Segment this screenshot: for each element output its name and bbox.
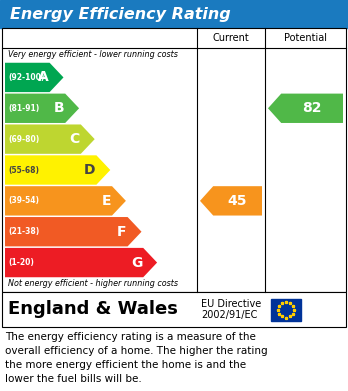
Text: 82: 82 xyxy=(302,101,322,115)
Text: Energy Efficiency Rating: Energy Efficiency Rating xyxy=(10,7,231,22)
Polygon shape xyxy=(268,93,343,123)
Text: Current: Current xyxy=(213,33,250,43)
Polygon shape xyxy=(200,186,262,215)
Text: 45: 45 xyxy=(228,194,247,208)
Bar xyxy=(2,28,346,292)
Text: C: C xyxy=(70,132,80,146)
Text: EU Directive: EU Directive xyxy=(201,299,261,308)
Polygon shape xyxy=(5,124,95,154)
Text: D: D xyxy=(84,163,95,177)
Bar xyxy=(271,298,301,321)
Polygon shape xyxy=(5,155,110,185)
Text: (55-68): (55-68) xyxy=(8,165,39,174)
Text: E: E xyxy=(102,194,111,208)
Text: F: F xyxy=(117,225,127,239)
Text: Potential: Potential xyxy=(284,33,327,43)
Text: (81-91): (81-91) xyxy=(8,104,39,113)
Text: The energy efficiency rating is a measure of the: The energy efficiency rating is a measur… xyxy=(5,332,256,342)
Text: overall efficiency of a home. The higher the rating: overall efficiency of a home. The higher… xyxy=(5,346,268,356)
Bar xyxy=(2,292,346,327)
Text: (1-20): (1-20) xyxy=(8,258,34,267)
Text: (39-54): (39-54) xyxy=(8,196,39,205)
Text: 2002/91/EC: 2002/91/EC xyxy=(201,310,258,321)
Text: (69-80): (69-80) xyxy=(8,135,39,143)
Text: England & Wales: England & Wales xyxy=(8,301,178,319)
Text: (21-38): (21-38) xyxy=(8,227,39,236)
Text: G: G xyxy=(131,256,142,269)
Polygon shape xyxy=(5,63,63,92)
Text: A: A xyxy=(38,70,49,84)
Polygon shape xyxy=(5,93,79,123)
Text: Very energy efficient - lower running costs: Very energy efficient - lower running co… xyxy=(8,50,178,59)
Text: B: B xyxy=(54,101,64,115)
Polygon shape xyxy=(5,186,126,215)
Text: (92-100): (92-100) xyxy=(8,73,45,82)
Bar xyxy=(0,0,348,28)
Polygon shape xyxy=(5,248,157,277)
Text: lower the fuel bills will be.: lower the fuel bills will be. xyxy=(5,374,142,384)
Polygon shape xyxy=(5,217,142,246)
Text: the more energy efficient the home is and the: the more energy efficient the home is an… xyxy=(5,360,246,370)
Text: Not energy efficient - higher running costs: Not energy efficient - higher running co… xyxy=(8,279,178,288)
